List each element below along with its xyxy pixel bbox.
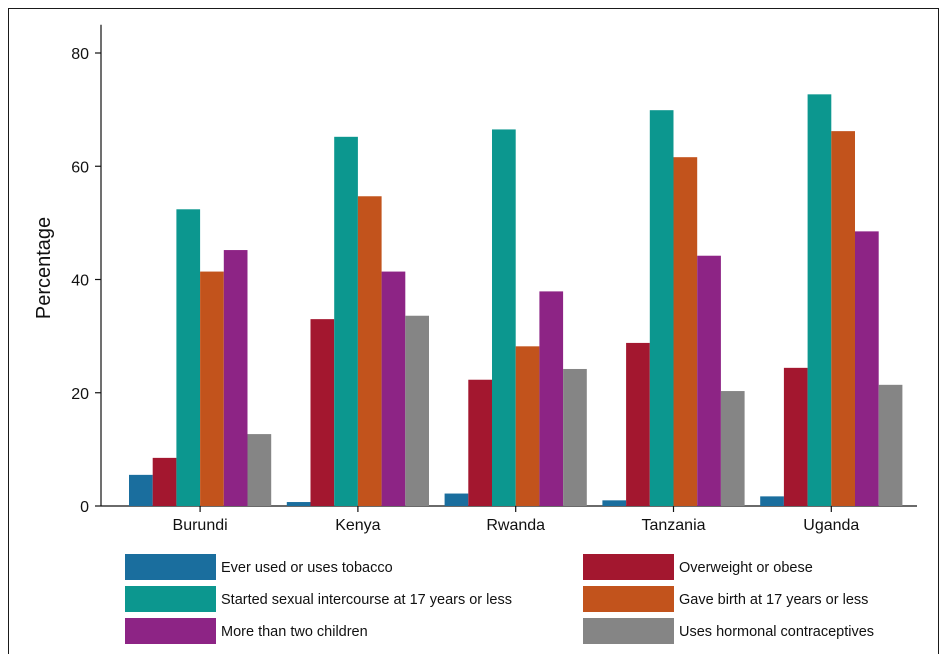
y-tick-label: 20: [71, 386, 89, 403]
bars: [129, 94, 903, 507]
bar: [760, 496, 784, 506]
bar: [334, 136, 358, 506]
bar: [152, 457, 177, 506]
legend: Ever used or uses tobacco Overweight or o…: [125, 554, 874, 644]
bar: [831, 131, 855, 506]
bar: [176, 209, 201, 507]
bar: [807, 94, 832, 506]
legend-label: Overweight or obese: [679, 560, 813, 576]
bar: [515, 346, 540, 506]
legend-swatch: [125, 618, 216, 644]
x-tick-label: Rwanda: [486, 517, 545, 534]
bar: [697, 255, 721, 506]
bar: [286, 502, 311, 506]
bar: [357, 196, 382, 506]
bar: [539, 291, 564, 506]
bar: [310, 319, 335, 506]
bar: [673, 157, 698, 506]
x-tick-label: Kenya: [335, 517, 380, 534]
bar: [492, 129, 516, 506]
bar: [468, 379, 492, 506]
bar: [223, 250, 248, 506]
bar: [783, 367, 808, 506]
bar: [602, 500, 627, 506]
x-tick-label: Uganda: [803, 517, 859, 534]
legend-swatch: [583, 586, 674, 612]
legend-label: Started sexual intercourse at 17 years o…: [221, 592, 512, 608]
bar: [626, 342, 650, 506]
legend-swatch: [583, 618, 674, 644]
bar: [200, 271, 224, 506]
bar: [381, 271, 406, 506]
bar: [720, 391, 745, 506]
x-tick-label: Tanzania: [641, 517, 705, 534]
legend-label: Uses hormonal contraceptives: [679, 624, 874, 640]
y-tick-label: 60: [71, 159, 89, 176]
y-tick-label: 80: [71, 46, 89, 63]
legend-swatch: [125, 586, 216, 612]
legend-swatch: [125, 554, 216, 580]
y-tick-label: 40: [71, 273, 89, 290]
legend-label: More than two children: [221, 624, 368, 640]
bar: [247, 434, 272, 506]
legend-label: Gave birth at 17 years or less: [679, 592, 868, 608]
bar: [405, 315, 429, 506]
legend-swatch: [583, 554, 674, 580]
x-tick-labels: Burundi Kenya Rwanda Tanzania Uganda: [173, 517, 860, 534]
bar: [129, 474, 153, 506]
bar: [649, 110, 674, 506]
legend-label: Ever used or uses tobacco: [221, 560, 393, 576]
bar: [444, 493, 469, 506]
y-tick-label: 0: [80, 499, 89, 516]
bar: [855, 231, 879, 506]
bar: [878, 384, 903, 506]
x-tick-label: Burundi: [173, 517, 228, 534]
y-axis-label: Percentage: [33, 217, 55, 319]
bar: [563, 368, 587, 506]
